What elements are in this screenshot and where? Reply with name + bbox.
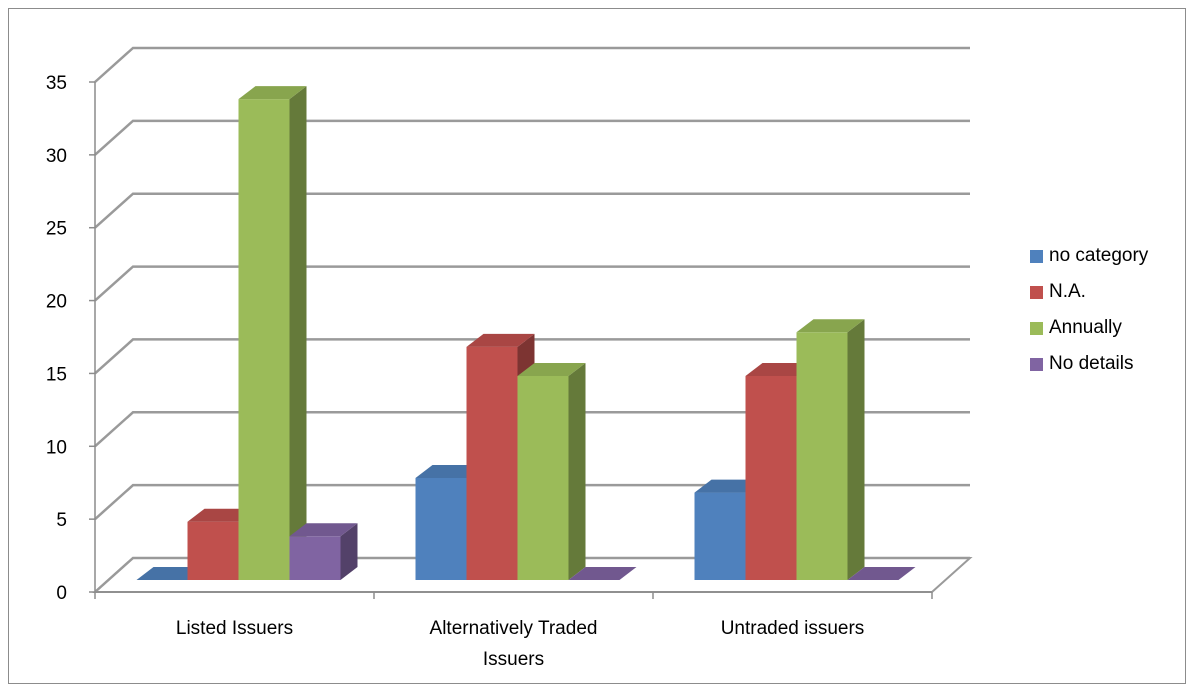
y-tick-label: 20 — [46, 292, 67, 313]
bar-top — [568, 567, 637, 580]
legend-swatch — [1030, 249, 1043, 263]
bar-side — [289, 86, 307, 581]
bar-top — [517, 363, 586, 376]
legend-label: No details — [1049, 353, 1134, 374]
bar-front — [187, 521, 239, 580]
legend: no category N.A. Annually No details — [1030, 238, 1148, 382]
bar-front — [745, 376, 797, 580]
y-tick-label: 0 — [56, 583, 67, 604]
bar — [568, 567, 637, 580]
bar-top — [289, 523, 358, 537]
bar-front — [289, 536, 341, 580]
gridline — [94, 556, 970, 593]
legend-swatch — [1030, 321, 1043, 335]
legend-item: No details — [1030, 346, 1148, 382]
bar — [796, 319, 865, 580]
y-tick-label: 5 — [56, 510, 67, 531]
legend-label: no category — [1049, 245, 1149, 266]
bar-front — [238, 99, 290, 581]
bar — [289, 523, 358, 580]
y-tick-label: 30 — [46, 146, 67, 167]
bar-top — [238, 86, 307, 100]
bar-front — [796, 332, 848, 580]
y-tick-label: 10 — [46, 437, 67, 458]
axes — [89, 81, 933, 599]
bar-front — [415, 478, 467, 580]
legend-item: Annually — [1030, 310, 1148, 346]
bar-top — [847, 567, 916, 580]
legend-swatch — [1030, 285, 1043, 299]
y-tick-label: 25 — [46, 219, 67, 240]
legend-item: no category — [1030, 238, 1148, 274]
y-tick-label: 15 — [46, 364, 67, 385]
x-category-label: Untraded issuers — [721, 618, 865, 639]
bar-front — [694, 492, 746, 580]
bar — [238, 86, 307, 581]
x-category-label: Alternatively Traded Issuers — [430, 618, 598, 670]
legend-item: N.A. — [1030, 274, 1148, 310]
legend-swatch — [1030, 357, 1043, 371]
gridline — [94, 483, 970, 521]
bar-top — [796, 319, 865, 333]
bar-side — [847, 319, 865, 580]
axis-labels: 0 5 10 15 20 25 30 35 Listed Issuers Alternativel… — [46, 73, 864, 670]
bar-side — [568, 363, 586, 580]
gridline — [94, 338, 970, 375]
legend-label: N.A. — [1049, 281, 1086, 302]
bar-front — [517, 376, 569, 580]
bar-top — [466, 333, 535, 347]
bars — [136, 86, 916, 581]
legend-label: Annually — [1049, 317, 1122, 338]
bar-front — [466, 346, 518, 580]
bar — [517, 363, 586, 580]
gridline — [94, 192, 970, 229]
bar — [847, 567, 916, 580]
x-category-label: Listed Issuers — [176, 618, 293, 639]
gridline — [94, 119, 970, 156]
bar-side — [340, 523, 358, 580]
gridline — [94, 411, 970, 448]
gridline — [94, 265, 970, 302]
y-tick-label: 35 — [46, 73, 67, 94]
gridline — [94, 46, 970, 83]
gridlines — [94, 46, 970, 593]
